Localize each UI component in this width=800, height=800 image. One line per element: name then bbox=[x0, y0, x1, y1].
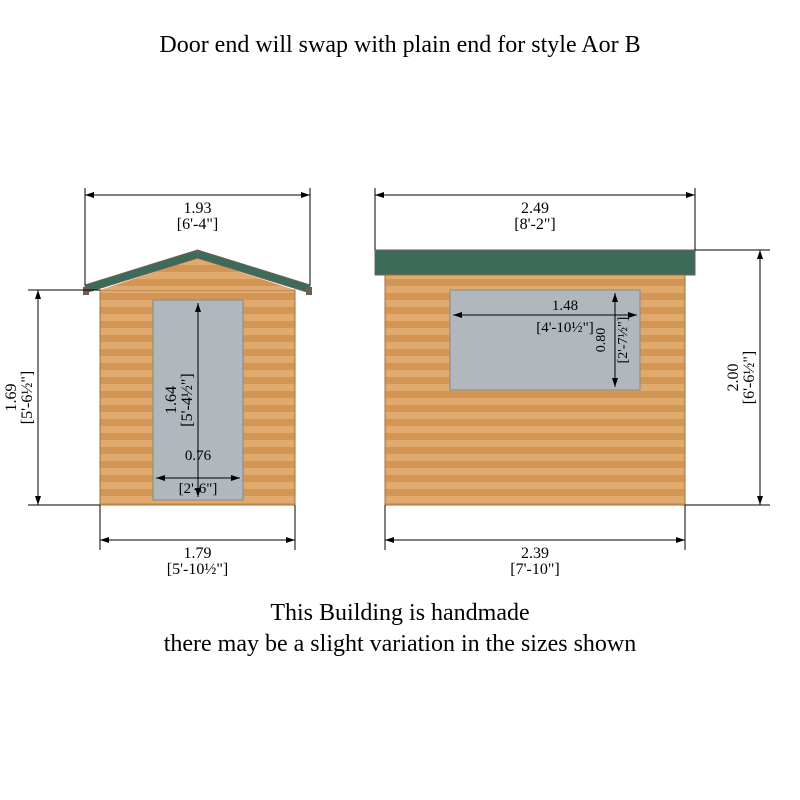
page-title: Door end will swap with plain end for st… bbox=[0, 32, 800, 59]
svg-text:[8'-2"]: [8'-2"] bbox=[514, 216, 555, 233]
svg-text:[2'-7½"]: [2'-7½"] bbox=[616, 317, 631, 364]
svg-text:0.76: 0.76 bbox=[185, 448, 212, 464]
svg-text:0.80: 0.80 bbox=[594, 328, 609, 353]
svg-text:[6'-6½"]: [6'-6½"] bbox=[741, 351, 758, 404]
svg-text:[5'-4½"]: [5'-4½"] bbox=[179, 373, 196, 426]
svg-text:[6'-4"]: [6'-4"] bbox=[177, 216, 218, 233]
svg-text:[7'-10"]: [7'-10"] bbox=[510, 561, 559, 578]
diagram-svg: 1.93[6'-4"] 1.79[5'-10½"] 1.69[5'-6½"] 1.64… bbox=[0, 160, 800, 590]
footer-line-1: This Building is handmade bbox=[0, 598, 800, 629]
svg-text:[5'-10½"]: [5'-10½"] bbox=[167, 561, 228, 578]
svg-text:[4'-10½"]: [4'-10½"] bbox=[536, 320, 594, 336]
svg-text:1.64: 1.64 bbox=[163, 386, 180, 414]
footer-note: This Building is handmade there may be a… bbox=[0, 598, 800, 660]
svg-text:1.69: 1.69 bbox=[3, 384, 20, 412]
svg-text:2.49: 2.49 bbox=[521, 200, 549, 217]
svg-text:2.00: 2.00 bbox=[725, 364, 742, 392]
svg-text:1.48: 1.48 bbox=[552, 298, 578, 314]
footer-line-2: there may be a slight variation in the s… bbox=[0, 629, 800, 660]
svg-text:2.39: 2.39 bbox=[521, 545, 549, 562]
svg-text:[2'-6"]: [2'-6"] bbox=[179, 481, 218, 497]
svg-text:1.79: 1.79 bbox=[184, 545, 212, 562]
svg-text:[5'-6½"]: [5'-6½"] bbox=[19, 371, 36, 424]
diagram-area: 1.93[6'-4"] 1.79[5'-10½"] 1.69[5'-6½"] 1.64… bbox=[0, 160, 800, 590]
svg-text:1.93: 1.93 bbox=[184, 200, 212, 217]
